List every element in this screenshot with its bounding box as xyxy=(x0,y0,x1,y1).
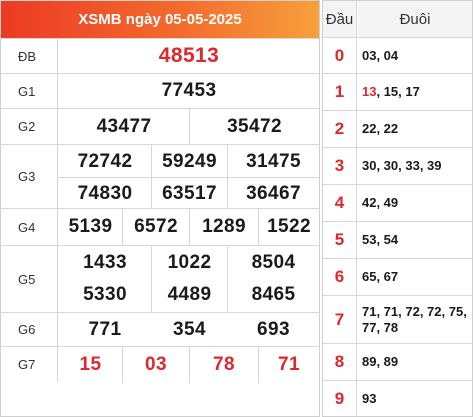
prize-label: G4 xyxy=(1,209,58,245)
prize-number: 78 xyxy=(213,354,235,375)
prize-label: G6 xyxy=(1,313,58,346)
head-digit: 4 xyxy=(323,185,357,221)
prize-number: 72742 xyxy=(77,151,133,172)
prize-row-g7: G7 15 03 78 71 xyxy=(1,346,319,383)
prize-row-g2: G2 43477 35472 xyxy=(1,108,319,145)
head-tail-row: 5 53, 54 xyxy=(323,221,472,258)
prize-label: G3 xyxy=(1,145,58,208)
prize-number: 15 xyxy=(79,354,102,375)
prize-number: 74830 xyxy=(77,183,133,204)
prize-number: 77453 xyxy=(161,80,217,101)
head-tail-row: 6 65, 67 xyxy=(323,258,472,295)
prize-label: G2 xyxy=(1,109,58,144)
prize-number: 03 xyxy=(145,354,167,375)
prize-number: 36467 xyxy=(246,183,301,204)
head-digit: 2 xyxy=(323,111,357,147)
head-digit: 6 xyxy=(323,259,357,295)
head-digit: 0 xyxy=(323,38,357,73)
prize-number: 31475 xyxy=(246,151,301,172)
prize-row-db: ĐB 48513 xyxy=(1,38,319,73)
prize-number: 354 xyxy=(173,319,206,340)
prize-number: 5139 xyxy=(68,216,113,237)
tail-values: 89, 89 xyxy=(362,354,399,369)
prize-number: 1022 xyxy=(167,252,212,273)
prize-number: 59249 xyxy=(162,151,217,172)
prize-number: 8504 xyxy=(251,252,296,273)
tail-values: 65, 67 xyxy=(362,269,399,284)
results-table: XSMB ngày 05-05-2025 ĐB 48513 G1 77453 G… xyxy=(0,0,320,417)
head-column-header: Đầu xyxy=(323,1,357,37)
head-tail-row: 9 93 xyxy=(323,380,472,416)
head-digit: 8 xyxy=(323,344,357,380)
head-digit: 1 xyxy=(323,74,357,110)
prize-number: 1522 xyxy=(267,216,311,237)
prize-number: 6572 xyxy=(134,216,178,237)
head-digit: 5 xyxy=(323,222,357,258)
prize-number: 1289 xyxy=(202,216,246,237)
prize-number: 693 xyxy=(257,319,290,340)
prize-row-g5: G5 1433 1022 8504 5330 4489 8465 xyxy=(1,245,319,313)
prize-row-g3: G3 72742 59249 31475 74830 63517 36467 xyxy=(1,144,319,209)
head-digit: 9 xyxy=(323,381,357,416)
head-tail-row: 8 89, 89 xyxy=(323,343,472,380)
prize-number: 771 xyxy=(88,319,122,340)
tail-values: 53, 54 xyxy=(362,232,399,247)
prize-row-g6: G6 771 354 693 xyxy=(1,312,319,346)
head-tail-table: Đầu Đuôi 0 03, 04 1 13, 15, 17 2 22, 22 … xyxy=(322,0,473,417)
head-tail-row: 2 22, 22 xyxy=(323,110,472,147)
tail-values: 22, 22 xyxy=(362,121,399,136)
results-title: XSMB ngày 05-05-2025 xyxy=(1,1,319,38)
prize-number: 43477 xyxy=(96,116,152,137)
head-tail-row: 1 13, 15, 17 xyxy=(323,73,472,110)
special-prize-number: 48513 xyxy=(158,44,220,67)
prize-label: G5 xyxy=(1,246,58,312)
prize-number: 71 xyxy=(278,354,300,375)
prize-number: 63517 xyxy=(162,183,217,204)
prize-label: G7 xyxy=(1,347,58,382)
head-digit: 7 xyxy=(323,296,357,343)
prize-row-g4: G4 5139 6572 1289 1522 xyxy=(1,208,319,246)
head-tail-row: 7 71, 71, 72, 72, 75, 77, 78 xyxy=(323,295,472,343)
tail-values: 42, 49 xyxy=(362,195,399,210)
tail-values: 13, 15, 17 xyxy=(362,84,420,99)
tail-values: 93 xyxy=(362,390,377,406)
prize-number: 5330 xyxy=(83,284,127,305)
head-tail-row: 0 03, 04 xyxy=(323,37,472,73)
tail-values: 30, 30, 33, 39 xyxy=(362,158,442,173)
tail-values: 03, 04 xyxy=(362,47,399,63)
prize-number: 35472 xyxy=(227,116,282,137)
head-tail-row: 3 30, 30, 33, 39 xyxy=(323,147,472,184)
special-prize-tail: 13 xyxy=(362,84,377,99)
prize-number: 4489 xyxy=(167,284,212,305)
tail-values: 71, 71, 72, 72, 75, 77, 78 xyxy=(362,303,467,335)
prize-label: G1 xyxy=(1,74,58,108)
prize-row-g1: G1 77453 xyxy=(1,73,319,108)
prize-number: 8465 xyxy=(251,284,296,305)
head-digit: 3 xyxy=(323,148,357,184)
head-tail-row: 4 42, 49 xyxy=(323,184,472,221)
tail-column-header: Đuôi xyxy=(358,1,472,37)
prize-number: 1433 xyxy=(83,252,127,273)
prize-label: ĐB xyxy=(1,39,58,73)
